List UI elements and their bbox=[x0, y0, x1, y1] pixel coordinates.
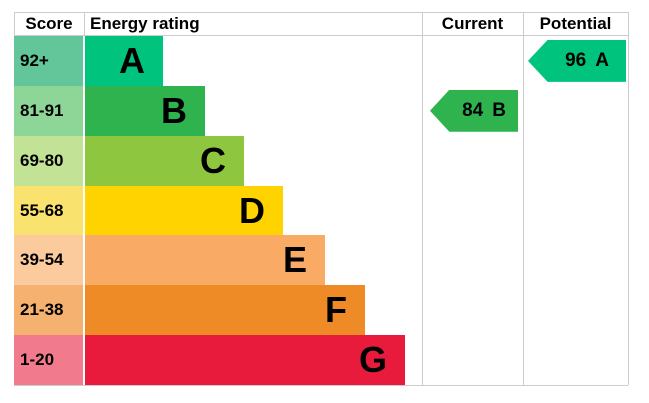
band-row-b: 81-91 B bbox=[14, 85, 628, 136]
header-bottom-border bbox=[14, 35, 628, 36]
potential-column-divider bbox=[523, 12, 524, 385]
potential-rating-band: A bbox=[595, 49, 609, 71]
band-row-c: 69-80 C bbox=[14, 135, 628, 186]
current-column-divider bbox=[422, 12, 423, 385]
cell-gap bbox=[83, 335, 85, 386]
cell-gap bbox=[83, 235, 85, 286]
current-rating-band: B bbox=[492, 99, 506, 121]
table-bottom-border bbox=[14, 385, 628, 386]
band-row-a: 92+ A bbox=[14, 36, 628, 86]
band-bar-b: B bbox=[85, 85, 205, 136]
header-potential: Potential bbox=[539, 14, 612, 33]
current-rating-arrow: 84 B bbox=[430, 89, 518, 132]
header-energy-rating: Energy rating bbox=[90, 14, 200, 33]
band-row-d: 55-68 D bbox=[14, 185, 628, 236]
band-score-range: 81-91 bbox=[14, 85, 83, 136]
band-score-range: 1-20 bbox=[14, 335, 83, 386]
header-score: Score bbox=[25, 14, 73, 33]
header-left-border bbox=[14, 12, 15, 35]
band-bar-d: D bbox=[85, 185, 283, 236]
band-score-range: 39-54 bbox=[14, 235, 83, 286]
potential-rating-arrow: 96 A bbox=[528, 39, 626, 82]
band-rows: 92+ A 81-91 B 69-80 C 55-68 D 39-54 E 21-38 F 1-20 G bbox=[14, 36, 628, 386]
band-bar-a: A bbox=[85, 36, 163, 86]
header-current: Current bbox=[441, 14, 504, 33]
score-column-divider bbox=[84, 12, 85, 35]
potential-rating-score: 96 bbox=[565, 49, 587, 71]
band-row-f: 21-38 F bbox=[14, 285, 628, 336]
band-bar-g: G bbox=[85, 335, 405, 386]
band-bar-f: F bbox=[85, 285, 365, 336]
cell-gap bbox=[83, 36, 85, 86]
table-top-border bbox=[14, 12, 628, 13]
band-score-range: 92+ bbox=[14, 36, 83, 86]
cell-gap bbox=[83, 185, 85, 236]
current-rating-score: 84 bbox=[462, 99, 484, 121]
band-bar-e: E bbox=[85, 235, 325, 286]
cell-gap bbox=[83, 85, 85, 136]
band-row-g: 1-20 G bbox=[14, 335, 628, 386]
band-score-range: 69-80 bbox=[14, 135, 83, 186]
cell-gap bbox=[83, 135, 85, 186]
band-score-range: 21-38 bbox=[14, 285, 83, 336]
table-right-border bbox=[628, 12, 629, 385]
band-row-e: 39-54 E bbox=[14, 235, 628, 286]
band-score-range: 55-68 bbox=[14, 185, 83, 236]
cell-gap bbox=[83, 285, 85, 336]
band-bar-c: C bbox=[85, 135, 244, 186]
